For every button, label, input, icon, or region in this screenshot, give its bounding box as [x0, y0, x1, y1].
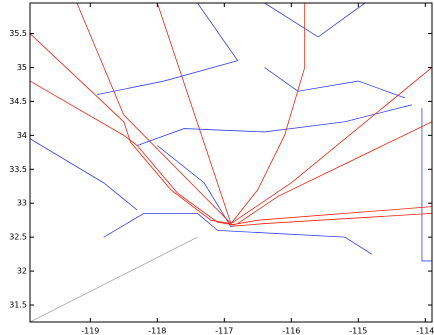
track [230, 213, 433, 227]
y-tick-label: 35.5 [9, 29, 27, 38]
x-tick-label: -115 [349, 327, 367, 335]
y-tick-label: 35 [17, 63, 27, 72]
track [230, 3, 306, 224]
x-tick-label: -117 [215, 327, 233, 335]
track [421, 108, 432, 262]
y-tick-label: 34.5 [9, 97, 27, 106]
track [264, 2, 366, 38]
x-tick-label: -118 [148, 327, 166, 335]
track [156, 2, 232, 224]
y-tick-label: 31.5 [9, 301, 27, 310]
track [29, 138, 138, 211]
track [230, 67, 433, 224]
frame [29, 2, 433, 323]
y-tick-label: 32.5 [9, 233, 27, 242]
track [264, 67, 406, 99]
track [103, 213, 372, 255]
x-tick-label: -114 [416, 327, 434, 335]
y-tick-label: 32 [17, 267, 27, 276]
track [29, 236, 198, 323]
track [29, 80, 235, 226]
y-tick-label: 33 [17, 199, 27, 208]
track [76, 2, 232, 224]
track [29, 33, 232, 224]
plot-area [30, 3, 432, 322]
x-tick-label: -119 [81, 327, 99, 335]
track [157, 145, 232, 228]
y-tick-label: 33.5 [9, 165, 27, 174]
track [96, 2, 239, 96]
track [230, 206, 433, 226]
track [137, 104, 412, 146]
x-tick-label: -116 [282, 327, 300, 335]
track [237, 121, 433, 224]
y-tick-label: 34 [17, 131, 27, 140]
